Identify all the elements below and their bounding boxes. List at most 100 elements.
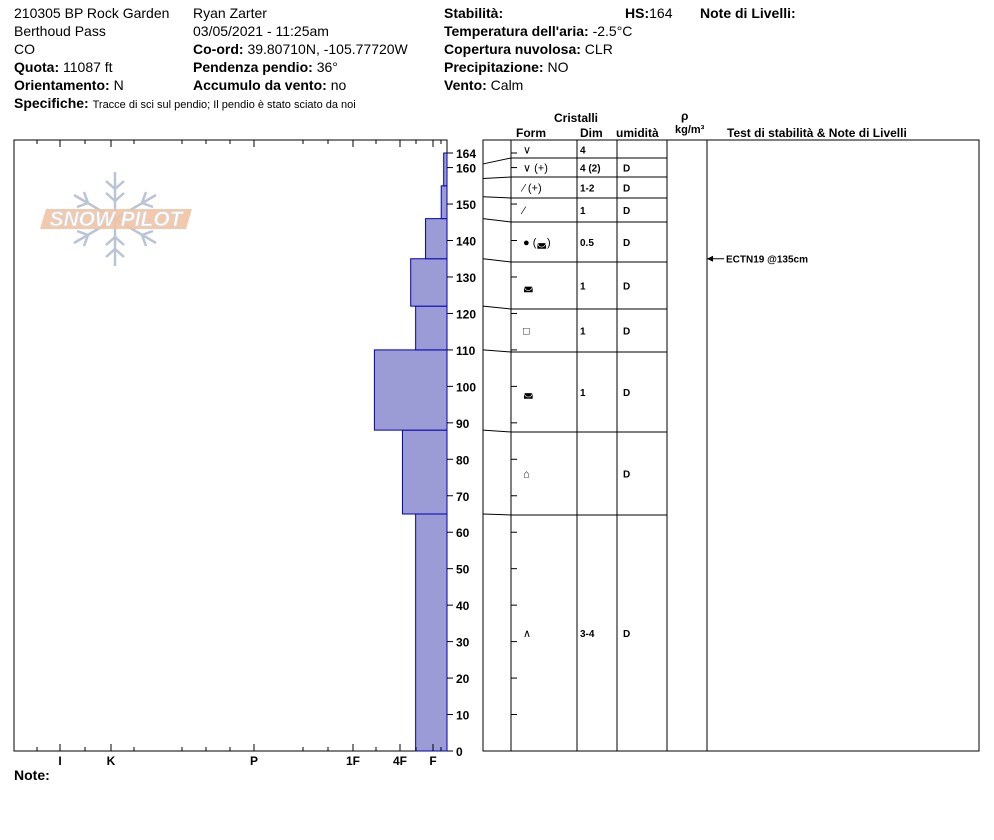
- depth-label: 140: [456, 235, 476, 249]
- precip-value: NO: [547, 59, 569, 75]
- air-temp-label: Temperatura dell'aria:: [444, 23, 589, 39]
- grain-size: 4 (2): [580, 164, 601, 175]
- aspect-value: N: [113, 77, 124, 93]
- grain-size: 1: [580, 327, 586, 338]
- layer-connector: [482, 349, 512, 353]
- observer: Ryan Zarter: [193, 5, 267, 21]
- moisture-value: D: [623, 206, 630, 217]
- precip-label: Precipitazione:: [444, 59, 544, 75]
- depth-label: 50: [456, 563, 470, 577]
- air-temp-value: -2.5°C: [592, 23, 633, 39]
- depth-label: 30: [456, 636, 470, 650]
- grain-size: 1: [580, 388, 586, 399]
- wind-value: Calm: [490, 77, 524, 93]
- wind-label: Vento:: [444, 77, 487, 93]
- moisture-header: umidità: [616, 126, 659, 140]
- rho-header: ρ: [681, 109, 689, 123]
- hardness-bar: [415, 305, 448, 351]
- grain-form: □: [523, 326, 530, 338]
- hs-label: HS:: [625, 5, 650, 21]
- depth-label: 10: [456, 709, 470, 723]
- hardness-label: I: [58, 754, 61, 768]
- elevation-label: Quota:: [14, 59, 60, 75]
- hardness-plot-frame: [13, 139, 448, 752]
- hardness-label: 4F: [393, 754, 407, 768]
- hardness-bar: [415, 513, 448, 752]
- moisture-value: D: [623, 470, 630, 481]
- hardness-label: P: [250, 754, 258, 768]
- depth-label: 0: [456, 745, 463, 759]
- crystals-header: Cristalli: [554, 111, 599, 125]
- layer-connector: [482, 513, 512, 516]
- layer-connector: [482, 196, 512, 199]
- sky-label: Copertura nuvolosa:: [444, 41, 581, 57]
- notes-label: Note:: [14, 767, 50, 783]
- layer-connector: [482, 258, 512, 263]
- layer-connector: [482, 157, 512, 165]
- grain-form: ∨ (+): [523, 163, 548, 175]
- hardness-label: K: [107, 754, 116, 768]
- grain-form: ● (◛): [523, 237, 551, 249]
- moisture-value: D: [623, 327, 630, 338]
- hardness-bar: [425, 218, 448, 260]
- grain-size: 0.5: [580, 238, 594, 249]
- elevation-value: 11087 ft: [63, 59, 113, 75]
- moisture-value: D: [623, 388, 630, 399]
- hardness-bar: [443, 152, 448, 187]
- layer-connector: [482, 429, 512, 433]
- grain-size: 1: [580, 206, 586, 217]
- depth-label: 40: [456, 599, 470, 613]
- grain-form: ⁄: [520, 205, 527, 217]
- grain-form: ∨: [523, 145, 531, 157]
- wind-load-value: no: [330, 77, 347, 93]
- moisture-value: D: [623, 238, 630, 249]
- grain-form: ◛: [523, 281, 534, 293]
- depth-label: 80: [456, 453, 470, 467]
- depth-label: 164: [456, 147, 476, 161]
- layer-connector: [482, 176, 512, 180]
- grain-size: 1-2: [580, 184, 595, 195]
- depth-label: 120: [456, 307, 476, 321]
- grain-size: 1: [580, 282, 586, 293]
- specifics-value: Tracce di sci sul pendio; Il pendio è st…: [92, 99, 356, 111]
- form-header: Form: [516, 126, 546, 140]
- grain-form: ⌂: [523, 469, 530, 481]
- grain-form: ⁄ (+): [520, 183, 542, 195]
- stability-label: Stabilità:: [444, 5, 504, 21]
- hardness-bar: [440, 185, 448, 220]
- moisture-value: D: [623, 164, 630, 175]
- depth-label: 90: [456, 417, 470, 431]
- arrow-icon: [707, 255, 713, 262]
- slope-label: Pendenza pendio:: [193, 59, 313, 75]
- tests-notes-header: Test di stabilità & Note di Livelli: [727, 126, 907, 140]
- moisture-value: D: [623, 184, 630, 195]
- coord-value: 39.80710N, -105.77720W: [247, 41, 408, 57]
- grain-form: ◛: [523, 387, 534, 399]
- density-header: kg/m³: [675, 124, 705, 136]
- layer-table-frame: [482, 139, 980, 752]
- hs-value: 164: [649, 5, 673, 21]
- depth-label: 100: [456, 380, 476, 394]
- depth-label: 150: [456, 198, 476, 212]
- state: CO: [14, 41, 35, 57]
- hardness-label: F: [429, 754, 436, 768]
- depth-label: 130: [456, 271, 476, 285]
- grain-size: 3-4: [580, 629, 595, 640]
- site-name: 210305 BP Rock Garden: [14, 5, 170, 21]
- depth-label: 110: [456, 344, 476, 358]
- location: Berthoud Pass: [14, 23, 106, 39]
- sky-value: CLR: [584, 41, 613, 57]
- layer-notes-label: Note di Livelli:: [700, 5, 796, 21]
- grain-form: ∧: [523, 628, 531, 640]
- slope-value: 36°: [316, 59, 338, 75]
- size-header: Dim: [580, 126, 603, 140]
- layer-connector: [482, 218, 512, 223]
- moisture-value: D: [623, 629, 630, 640]
- grain-size: 4: [580, 146, 586, 157]
- stability-test-label: ECTN19 @135cm: [726, 255, 808, 266]
- hardness-bar: [401, 429, 448, 515]
- depth-label: 20: [456, 672, 470, 686]
- hardness-label: 1F: [346, 754, 360, 768]
- specifics-label: Specifiche:: [14, 95, 89, 111]
